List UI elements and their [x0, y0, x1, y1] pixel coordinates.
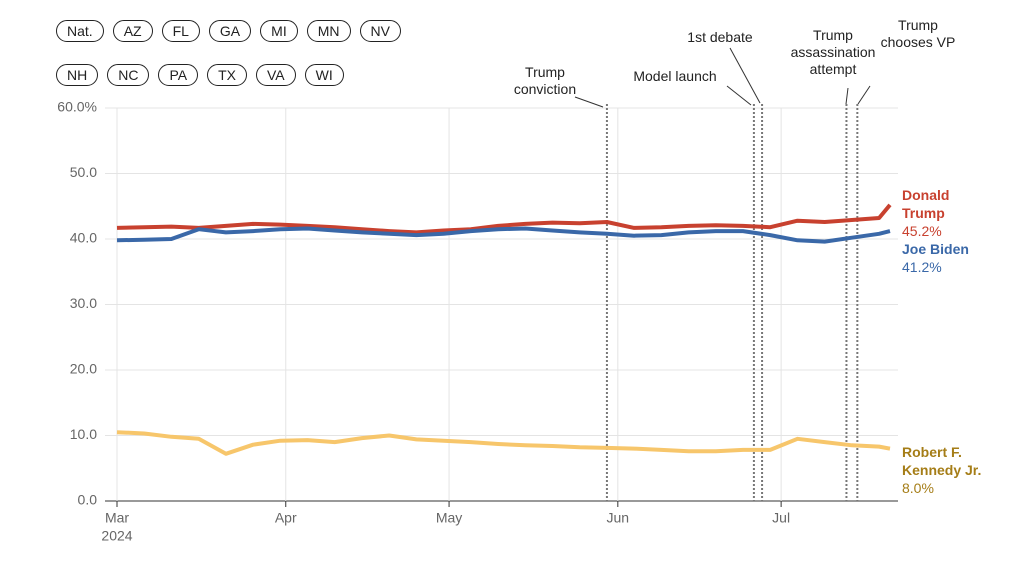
leader: [845, 87, 849, 105]
event-label: 1st debate: [687, 29, 753, 45]
event-label: Trump chooses VP: [880, 17, 956, 50]
series-line: [116, 430, 891, 456]
series-name: Robert F. Kennedy Jr.: [902, 444, 982, 478]
filter-button[interactable]: NH: [56, 64, 99, 86]
leader: [574, 96, 604, 108]
value-label: 8.0%: [902, 480, 934, 496]
event-label: Model launch: [633, 68, 717, 84]
filter-button[interactable]: FL: [161, 20, 200, 42]
x-tick-label: Jul: [772, 510, 790, 526]
filter-button[interactable]: VA: [256, 64, 296, 86]
filter-button[interactable]: NC: [107, 64, 150, 86]
filter-button[interactable]: Nat.: [56, 20, 104, 42]
y-tick-label: 30.0: [70, 295, 97, 311]
x-tick-label: Jun: [607, 510, 630, 526]
x-tick-label: Mar: [105, 510, 129, 526]
plot: 0.0 10.0 20.0 30.0 40.0 50.0 60.0% Mar Apr May Jun…: [57, 99, 898, 544]
filter-row: NH NC PA TX VA WI: [56, 64, 344, 86]
y-tick-label: 10.0: [70, 426, 97, 442]
end-label: Joe Biden 41.2%: [902, 240, 990, 276]
event-label: Trump conviction: [513, 64, 577, 97]
end-label: Donald Trump 45.2%: [902, 186, 990, 240]
y-tick-label: 0.0: [78, 492, 98, 508]
filter-button[interactable]: WI: [304, 64, 344, 86]
series-line: [116, 203, 892, 235]
x-year-label: 2024: [101, 528, 132, 544]
filter-button[interactable]: TX: [207, 64, 247, 86]
leader: [726, 85, 752, 106]
filter-row: Nat. AZ FL GA MI MN NV: [56, 20, 401, 42]
series-line: [116, 226, 891, 244]
series-name: Donald Trump: [902, 187, 950, 221]
filter-button[interactable]: GA: [208, 20, 252, 42]
y-tick-label: 20.0: [70, 361, 97, 377]
leader: [729, 47, 761, 104]
filter-button[interactable]: MN: [306, 20, 351, 42]
filter-button[interactable]: PA: [158, 64, 199, 86]
leader: [857, 85, 871, 105]
y-tick-label: 40.0: [70, 230, 97, 246]
value-label: 41.2%: [902, 259, 942, 275]
x-tick-label: May: [436, 510, 462, 526]
series-name: Joe Biden: [902, 241, 969, 257]
y-tick-label: 60.0%: [57, 99, 97, 115]
x-tick-label: Apr: [275, 510, 297, 526]
y-tick-label: 50.0: [70, 164, 97, 180]
value-label: 45.2%: [902, 223, 942, 239]
filter-button[interactable]: AZ: [112, 20, 153, 42]
event-label: Trump assassination attempt: [790, 27, 876, 77]
end-label: Robert F. Kennedy Jr. 8.0%: [902, 443, 990, 497]
filter-button[interactable]: MI: [260, 20, 298, 42]
filter-button[interactable]: NV: [359, 20, 401, 42]
